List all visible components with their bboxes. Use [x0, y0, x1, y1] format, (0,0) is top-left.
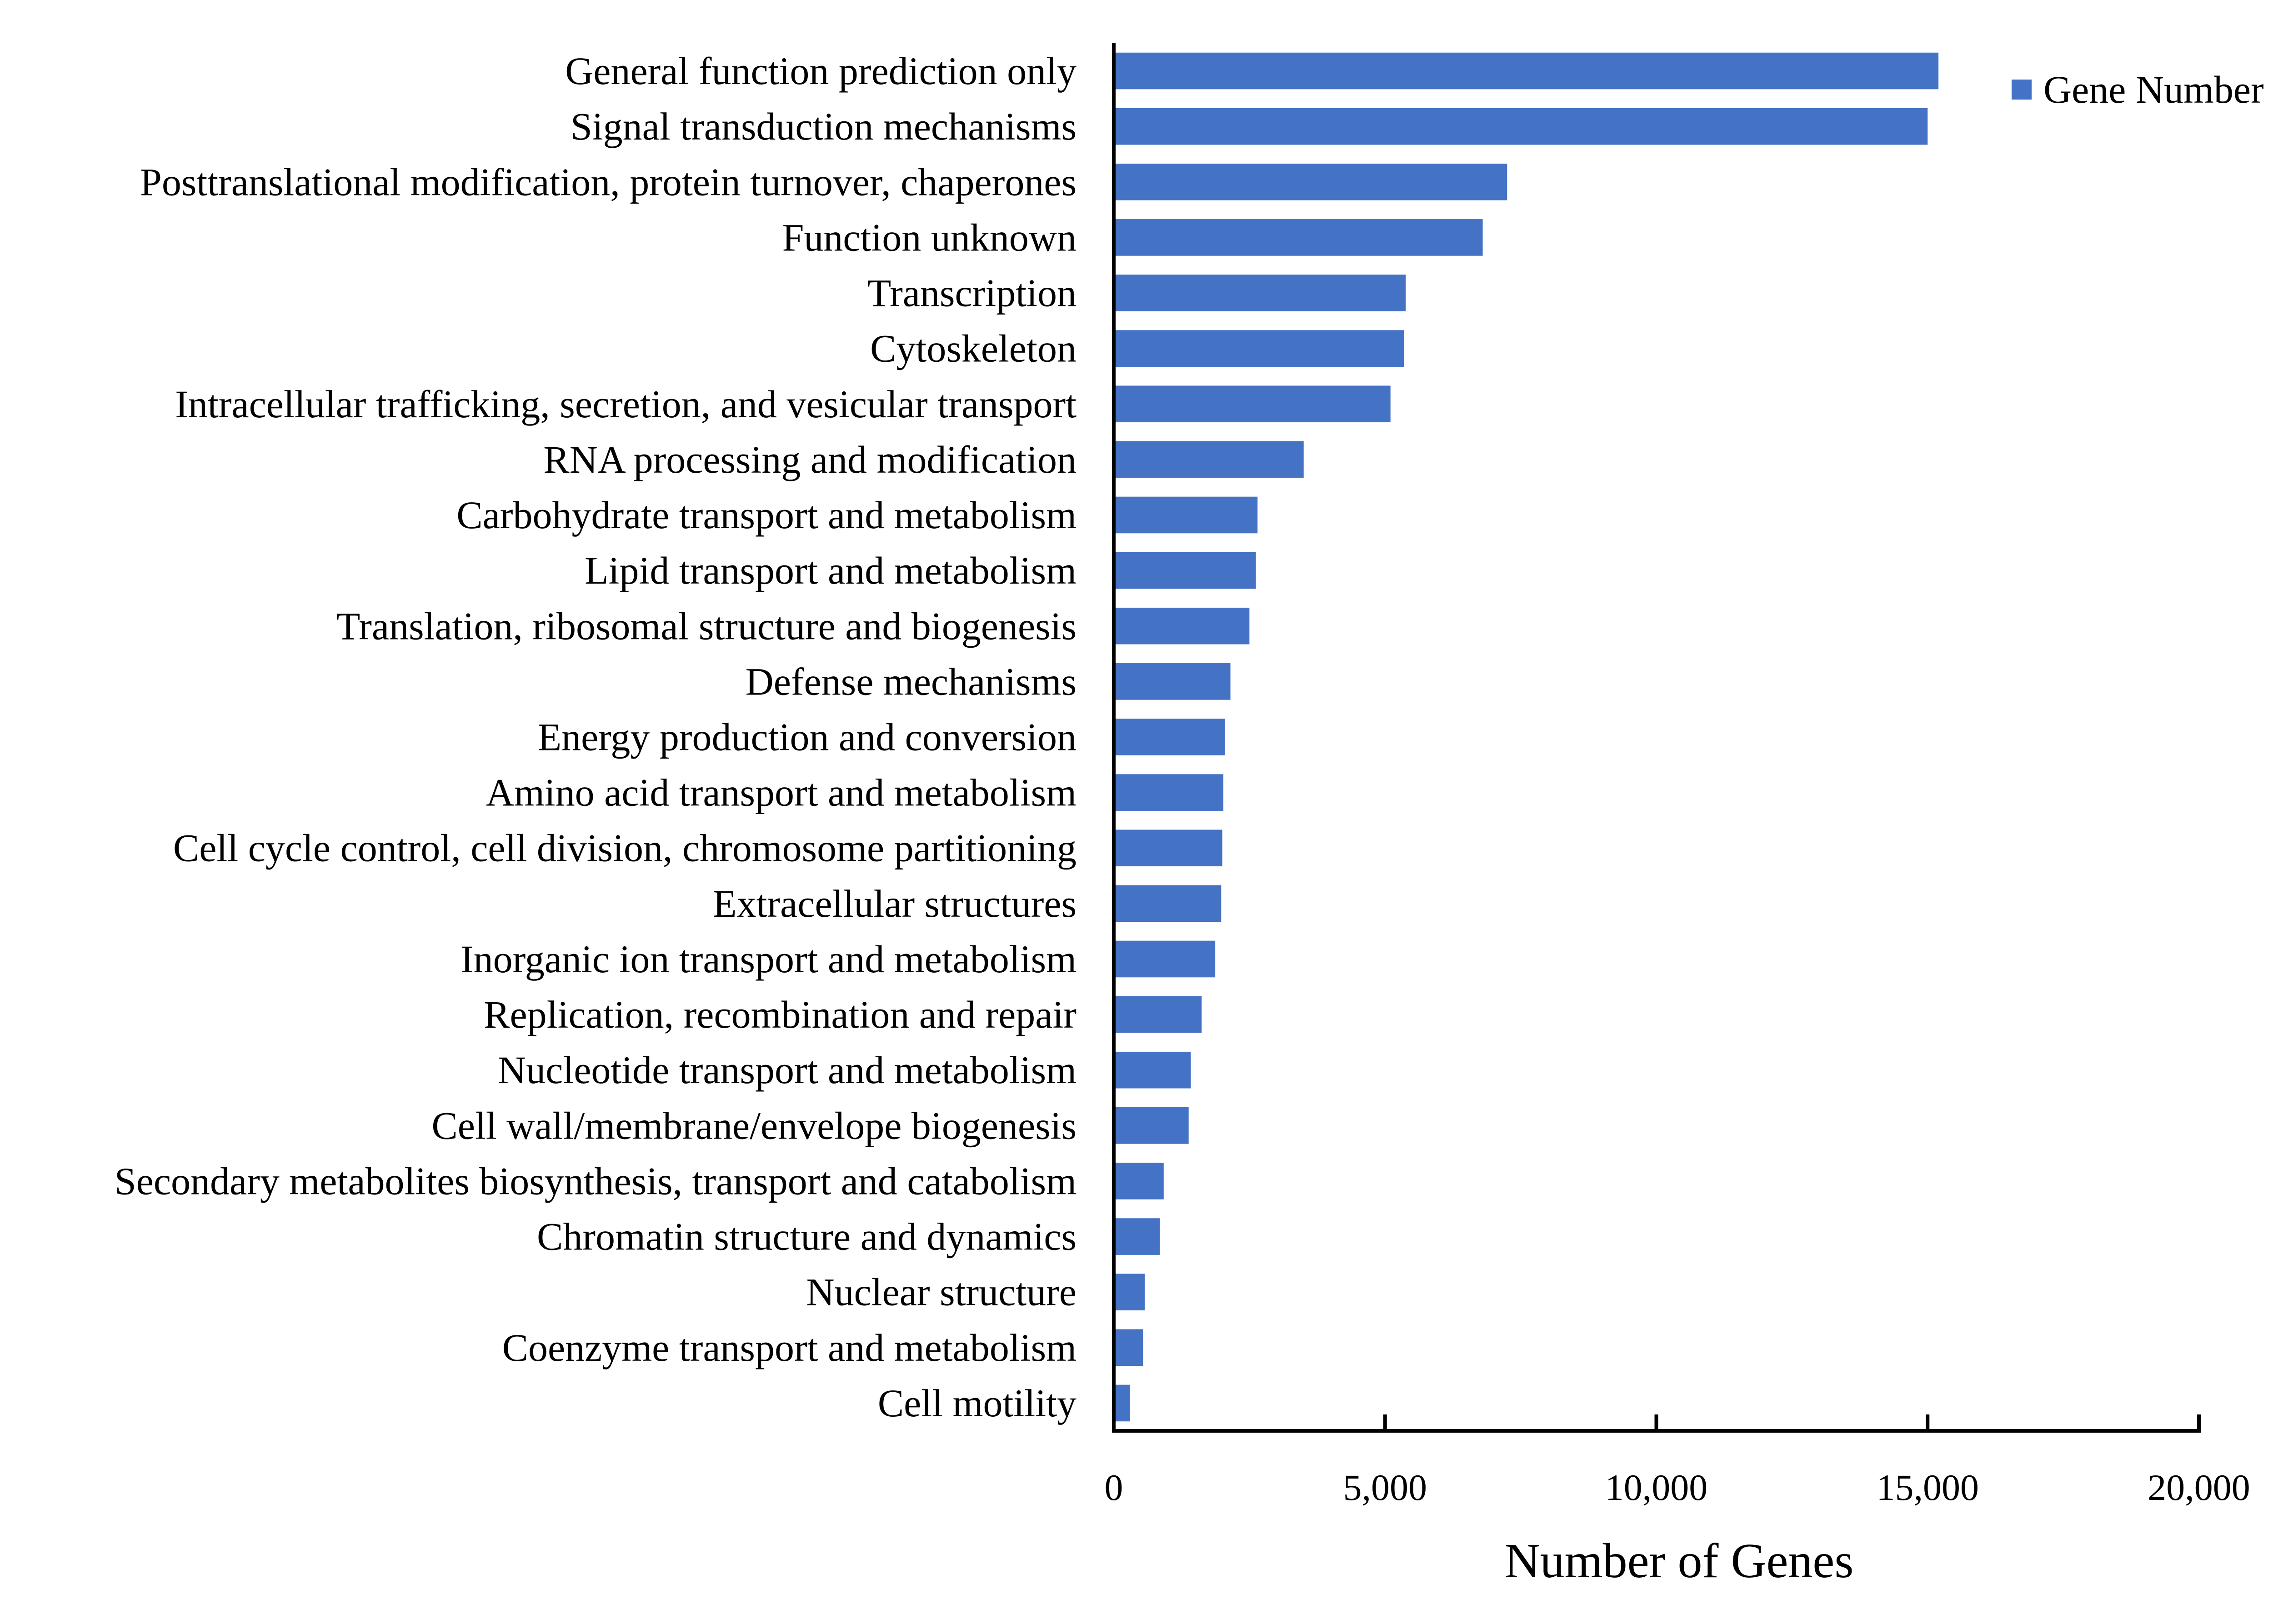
category-label-17: Inorganic ion transport and metabolism — [461, 937, 1076, 981]
category-label-11: Translation, ribosomal structure and bio… — [336, 604, 1076, 648]
bar-14 — [1114, 774, 1224, 811]
bar-18 — [1114, 996, 1202, 1033]
category-label-14: Amino acid transport and metabolism — [486, 771, 1076, 814]
category-labels-layer: General function prediction only Signal t… — [115, 49, 1076, 1425]
bar-3 — [1114, 164, 1507, 200]
category-label-4: Function unknown — [782, 215, 1076, 259]
category-label-2: Signal transduction mechanisms — [571, 105, 1076, 148]
category-label-15: Cell cycle control, cell division, chrom… — [173, 826, 1076, 870]
bar-15 — [1114, 829, 1222, 867]
category-label-8: RNA processing and modification — [543, 438, 1076, 481]
bar-23 — [1114, 1274, 1145, 1310]
x-tick-label-1: 0 — [1105, 1467, 1123, 1508]
x-tick-label-4: 15,000 — [1877, 1467, 1979, 1508]
category-label-16: Extracellular structures — [713, 882, 1076, 925]
bar-21 — [1114, 1163, 1164, 1199]
bar-25 — [1114, 1384, 1130, 1422]
category-label-1: General function prediction only — [565, 49, 1076, 93]
bar-19 — [1114, 1051, 1191, 1089]
x-tick-label-5: 20,000 — [2148, 1467, 2250, 1508]
bar-12 — [1114, 663, 1231, 700]
category-label-3: Posttranslational modification, protein … — [140, 160, 1076, 204]
axes-layer — [1112, 43, 2201, 1433]
category-label-19: Nucleotide transport and metabolism — [498, 1048, 1076, 1092]
x-axis-title: Number of Genes — [1505, 1534, 1854, 1588]
legend-swatch — [2012, 80, 2032, 100]
category-label-21: Secondary metabolites biosynthesis, tran… — [115, 1159, 1076, 1203]
bar-1 — [1114, 52, 1939, 90]
x-tick-labels-layer: 0 5,000 10,000 15,000 20,000 — [1105, 1467, 2250, 1508]
category-label-23: Nuclear structure — [806, 1270, 1076, 1314]
bar-10 — [1114, 552, 1256, 589]
bar-16 — [1114, 885, 1222, 922]
bar-17 — [1114, 940, 1216, 978]
bar-24 — [1114, 1329, 1143, 1366]
legend-label: Gene Number — [2043, 68, 2264, 111]
bar-9 — [1114, 496, 1258, 534]
bar-6 — [1114, 330, 1404, 367]
bar-4 — [1114, 219, 1483, 256]
bar-2 — [1114, 108, 1928, 145]
bar-11 — [1114, 607, 1250, 645]
bar-22 — [1114, 1218, 1160, 1255]
category-label-12: Defense mechanisms — [746, 660, 1076, 703]
bars-layer — [1114, 52, 1939, 1422]
x-tick-label-2: 5,000 — [1343, 1467, 1427, 1508]
category-label-22: Chromatin structure and dynamics — [537, 1215, 1076, 1259]
category-label-25: Cell motility — [878, 1381, 1076, 1425]
category-label-6: Cytoskeleton — [870, 327, 1076, 370]
category-label-7: Intracellular trafficking, secretion, an… — [175, 382, 1076, 426]
bar-13 — [1114, 719, 1225, 755]
category-label-5: Transcription — [867, 271, 1076, 315]
bar-7 — [1114, 385, 1391, 423]
legend: Gene Number — [2012, 68, 2264, 111]
x-tick-label-3: 10,000 — [1605, 1467, 1708, 1508]
category-label-10: Lipid transport and metabolism — [585, 549, 1076, 592]
bar-5 — [1114, 275, 1406, 311]
category-label-18: Replication, recombination and repair — [484, 993, 1076, 1036]
bar-20 — [1114, 1107, 1189, 1144]
category-label-9: Carbohydrate transport and metabolism — [456, 493, 1076, 537]
category-label-24: Coenzyme transport and metabolism — [502, 1326, 1076, 1369]
bar-8 — [1114, 441, 1304, 478]
category-label-13: Energy production and conversion — [538, 715, 1076, 759]
category-label-20: Cell wall/membrane/envelope biogenesis — [431, 1104, 1076, 1147]
